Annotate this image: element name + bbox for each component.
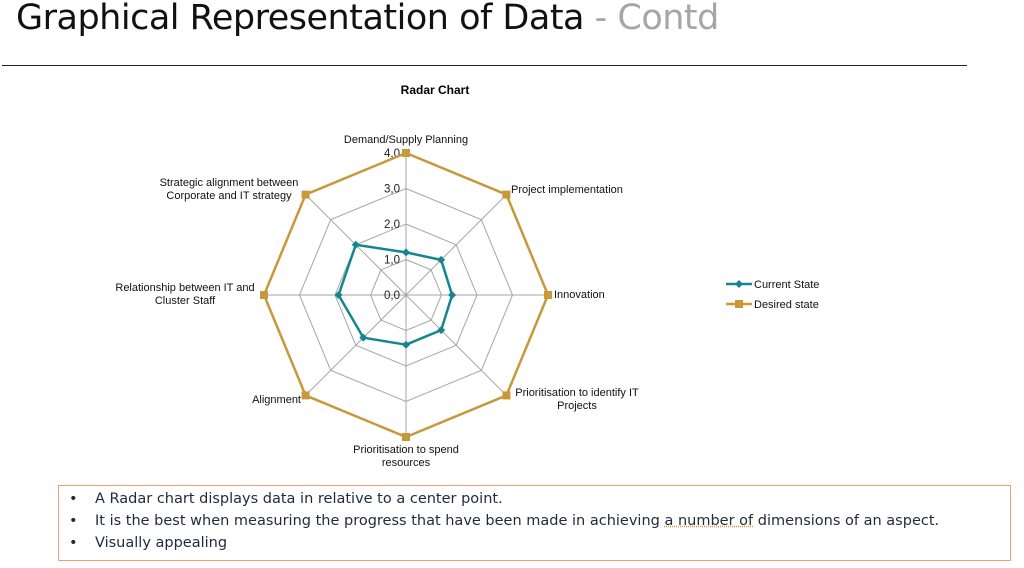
note-item: • A Radar chart displays data in relative… [69, 488, 1010, 510]
current-state-point [448, 291, 457, 299]
desired-state-point [502, 190, 511, 199]
radial-ticks: 0,01,02,03,04,0 [384, 148, 400, 302]
desired-state-point [544, 291, 552, 299]
legend-label: Desired state [754, 299, 819, 311]
radial-tick-label: 0,0 [384, 290, 400, 302]
grid-spoke [405, 194, 507, 296]
desired-state-point [260, 291, 268, 299]
spellcheck-marked-text[interactable]: a number of [664, 513, 754, 529]
note-item: • Visually appealing [69, 532, 1010, 554]
series-group [260, 149, 552, 441]
category-labels: Demand/Supply Planning Project implementa… [115, 134, 639, 469]
category-label: Strategic alignment between Corporate and… [160, 177, 299, 202]
desired-state-point [502, 391, 511, 400]
desired-state-point [402, 433, 410, 441]
desired-state-point [402, 149, 410, 157]
current-state-point [334, 291, 343, 299]
current-state-point [402, 340, 410, 349]
current-state-point [437, 255, 446, 264]
category-label: Project implementation [511, 184, 623, 196]
legend-marker [735, 280, 743, 288]
notes-box: • A Radar chart displays data in relative… [58, 485, 1011, 561]
category-label: Relationship between IT and Cluster Staff [115, 282, 254, 307]
radial-tick-label: 1,0 [384, 255, 400, 267]
slide-title: Graphical Representation of Data - Contd [16, 0, 719, 38]
category-label: Prioritisation to identify IT Projects [515, 387, 639, 412]
legend-marker [735, 300, 743, 308]
legend-label: Current State [754, 279, 819, 291]
current-state-point [359, 333, 368, 342]
slide-title-main: Graphical Representation of Data [16, 0, 585, 38]
grid-spoke [405, 294, 507, 396]
desired-state-point [301, 391, 310, 400]
slide-title-suffix: - Contd [584, 0, 720, 38]
bullet: • [69, 513, 78, 529]
bullet: • [69, 491, 78, 507]
category-label: Demand/Supply Planning [344, 134, 468, 146]
current-state-point [402, 248, 410, 257]
category-label: Alignment [252, 394, 301, 406]
category-label: Prioritisation to spend resources [353, 444, 459, 469]
grid-spoke [305, 294, 407, 396]
radial-tick-label: 3,0 [384, 184, 400, 196]
note-item: • It is the best when measuring the progr… [69, 510, 1010, 532]
title-divider [2, 65, 967, 66]
legend: Current State Desired state [726, 279, 819, 311]
radar-chart: Radar Chart 0,01,02,03,04,0 Demand/Suppl… [115, 83, 819, 469]
current-state-point [351, 240, 360, 249]
category-label: Innovation [554, 289, 605, 301]
bullet: • [69, 535, 78, 551]
desired-state-point [301, 190, 310, 199]
chart-title: Radar Chart [401, 83, 470, 97]
current-state-point [437, 326, 446, 335]
radial-tick-label: 2,0 [384, 219, 400, 231]
